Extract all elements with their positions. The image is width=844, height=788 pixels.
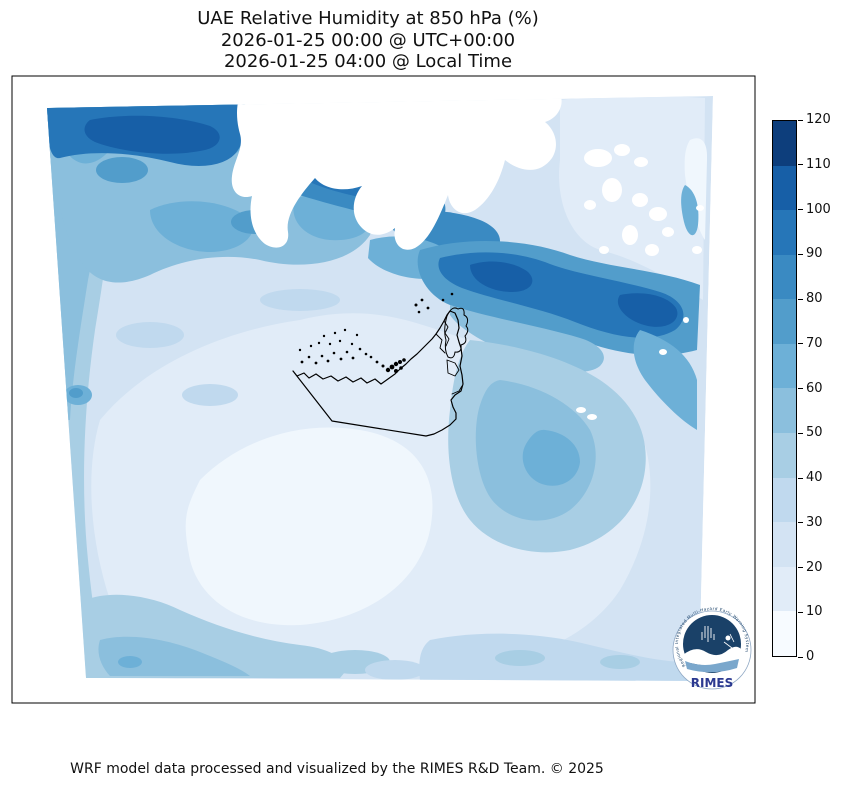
plot-title-line3: 2026-01-25 04:00 @ Local Time — [223, 51, 513, 72]
colorbar-segment — [773, 522, 796, 567]
colorbar-segment — [773, 165, 796, 211]
colorbar-tick-mark — [798, 656, 803, 658]
plot-title-line2: 2026-01-25 00:00 @ UTC+00:00 — [220, 29, 516, 51]
colorbar-tick-label: 50 — [806, 425, 823, 441]
plot-title-line1: UAE Relative Humidity at 850 hPa (%) — [197, 8, 539, 29]
colorbar-tick-mark — [798, 209, 803, 210]
colorbar-tick-label: 120 — [806, 112, 831, 127]
colorbar-tick-mark — [798, 119, 803, 121]
seismogram-icon — [701, 626, 715, 642]
wave-shape — [683, 646, 741, 666]
colorbar-tick-mark — [798, 611, 803, 613]
colorbar-tick-label: 60 — [806, 380, 823, 396]
colorbar-segment — [773, 299, 796, 344]
colorbar-tick-label: 10 — [806, 604, 823, 620]
colorbar-tick-label: 100 — [806, 201, 831, 217]
rimes-logo: Regional Integrated Multi-Hazard Early W… — [672, 606, 752, 690]
white-masked-areas — [231, 96, 704, 420]
colorbar-tick-label: 90 — [806, 246, 823, 262]
colorbar-tick-mark — [798, 343, 803, 345]
wave-shape-2 — [685, 659, 739, 673]
colorbar-tick-label: 40 — [806, 470, 823, 485]
colorbar-tick-mark — [798, 432, 803, 434]
colorbar-tick-mark — [798, 164, 803, 166]
colorbar-segment — [773, 433, 796, 478]
colorbar-tick-mark — [798, 253, 803, 255]
colorbar-segment — [773, 388, 796, 434]
colorbar-segment — [773, 477, 796, 523]
colorbar-tick-label: 70 — [806, 335, 823, 351]
colorbar-tick-label: 30 — [806, 514, 823, 530]
footer-credit: WRF model data processed and visualized … — [70, 761, 604, 777]
colorbar-tick-label: 80 — [806, 291, 823, 306]
contour-region — [47, 96, 713, 681]
rimes-logo-text: RIMES — [691, 676, 734, 690]
colorbar-tick-label: 0 — [806, 649, 815, 664]
colorbar-tick-mark — [798, 477, 803, 479]
colorbar-segment — [773, 254, 796, 300]
colorbar-segments — [772, 120, 797, 657]
map-frame — [11, 75, 756, 704]
colorbar-tick-mark — [798, 298, 803, 300]
colorbar-segment — [773, 343, 796, 389]
colorbar-tick-label: 110 — [806, 156, 831, 172]
colorbar-segment — [773, 210, 796, 255]
colorbar: 0 10 20 30 40 50 60 70 80 90 100 110 120 — [772, 112, 831, 664]
satellite-icon — [725, 635, 731, 641]
colorbar-tick-mark — [798, 388, 803, 389]
colorbar-tick-mark — [798, 567, 803, 568]
plot-title: UAE Relative Humidity at 850 hPa (%) 202… — [0, 8, 736, 73]
uae-border-outline — [292, 307, 469, 437]
colorbar-tick-label: 20 — [806, 559, 823, 575]
colorbar-segment — [773, 566, 796, 612]
colorbar-tick-mark — [798, 522, 803, 524]
colorbar-segment — [773, 611, 796, 656]
island-dots — [298, 292, 454, 373]
colorbar-segment — [773, 121, 796, 166]
